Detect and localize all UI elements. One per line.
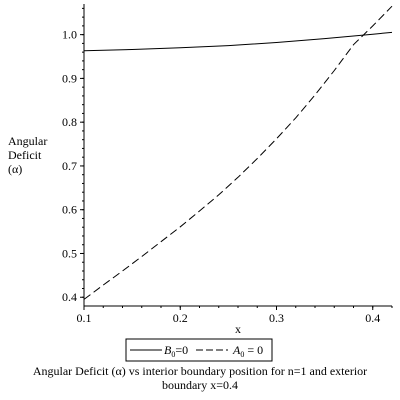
legend-entry-a0: A0 = 0 [232, 343, 263, 359]
y-tick-label: 0.4 [62, 290, 77, 304]
x-axis-label: x [235, 322, 241, 336]
y-axis-label-line-2: Deficit [8, 148, 42, 162]
caption-line-1: Angular Deficit (α) vs interior boundary… [32, 364, 368, 378]
series-line-a0 [83, 5, 393, 300]
y-tick-label: 1.0 [62, 28, 77, 42]
y-axis-label-line-1: Angular [8, 134, 47, 148]
y-axis-label-line-3: (α) [8, 162, 22, 176]
y-tick-label: 0.8 [62, 115, 77, 129]
y-axis-ticks: 0.4 0.5 0.6 0.7 0.8 0.9 1.0 [62, 7, 84, 304]
x-tick-label: 0.2 [173, 311, 188, 325]
caption-line-2: boundary x=0.4 [161, 378, 239, 392]
x-axis-ticks: 0.1 0.2 0.3 0.4 [77, 306, 393, 325]
legend: B0=0 A0 = 0 [125, 338, 273, 362]
figure-caption: Angular Deficit (α) vs interior boundary… [0, 364, 400, 392]
y-tick-label: 0.6 [62, 203, 77, 217]
x-tick-label: 0.3 [269, 311, 284, 325]
x-tick-label: 0.4 [365, 311, 380, 325]
x-tick-label: 0.1 [77, 311, 92, 325]
series-line-b0 [83, 31, 393, 52]
legend-entry-b0: B0=0 [164, 343, 188, 359]
y-tick-label: 0.5 [62, 246, 77, 260]
y-tick-label: 0.9 [62, 71, 77, 85]
series-lines [83, 5, 393, 300]
y-tick-label: 0.7 [62, 159, 77, 173]
